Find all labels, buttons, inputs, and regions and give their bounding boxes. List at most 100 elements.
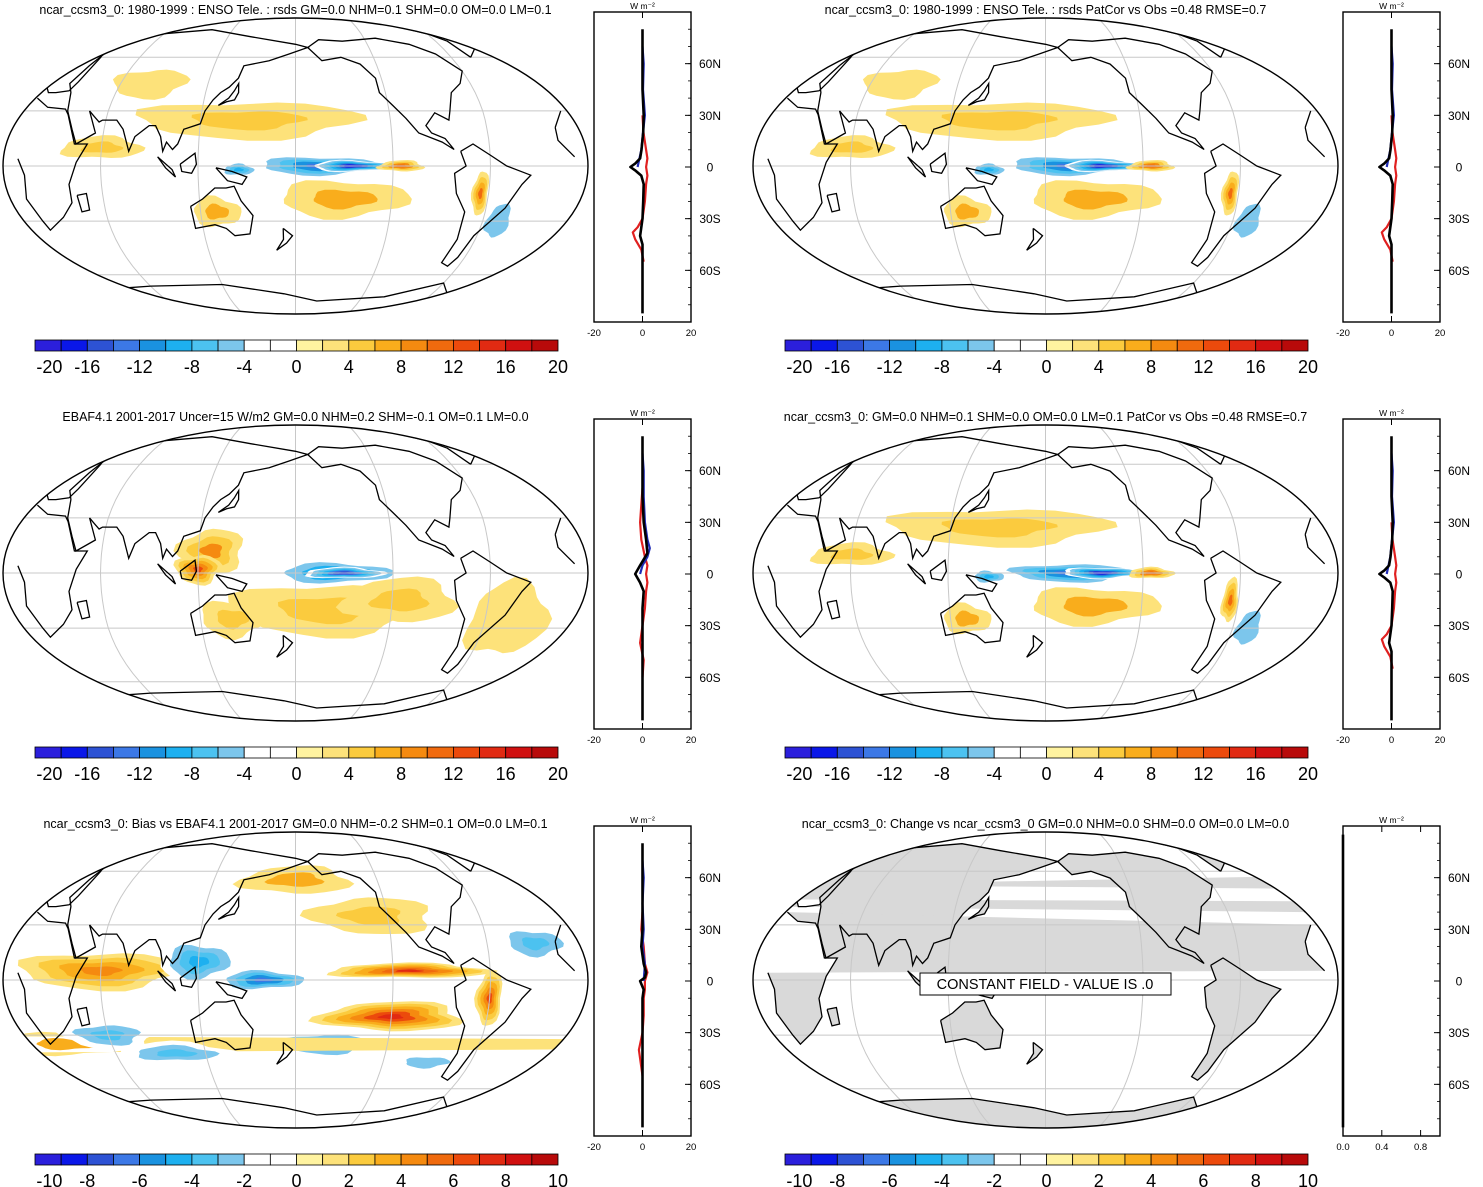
- zonal-xtick-label: 0.8: [1414, 1142, 1427, 1153]
- colorbar-swatch: [863, 339, 891, 352]
- colorbar-swatch: [452, 339, 480, 352]
- zonal-xtick-label: 20: [1435, 735, 1446, 746]
- colorbar-label: -20: [36, 764, 62, 784]
- zonal-lat-label: 30N: [699, 516, 721, 530]
- colorbar-label: -4: [986, 764, 1002, 784]
- colorbar-swatch: [531, 746, 559, 759]
- coastline-japan: [967, 895, 990, 920]
- coastline-samerica: [440, 957, 532, 1081]
- panel-p1: ncar_ccsm3_0: 1980-1999 : ENSO Tele. : r…: [2, 1, 721, 377]
- colorbar-label: 8: [1146, 357, 1156, 377]
- coastline-samerica: [440, 550, 532, 674]
- colorbar-swatch: [452, 1153, 480, 1166]
- coastline-japan: [217, 895, 240, 920]
- colorbar-swatch: [1098, 1153, 1126, 1166]
- colorbar-swatch: [1176, 339, 1204, 352]
- coastline-japan: [217, 488, 240, 513]
- zonal-units: W m⁻²: [1379, 815, 1404, 825]
- zonal-lat-label: 60N: [699, 464, 721, 478]
- coastline-newguinea: [965, 167, 998, 186]
- anomaly-contour: [80, 966, 123, 976]
- anomaly-contour: [364, 510, 419, 535]
- coastline-borneo: [929, 152, 948, 175]
- coastline-sumatra: [907, 156, 927, 178]
- coastline-nz: [276, 227, 294, 251]
- map-border: [752, 831, 1339, 1129]
- coastline-africa: [767, 911, 1326, 1046]
- colorbar-label: 12: [1193, 357, 1213, 377]
- colorbar-swatch: [86, 339, 114, 352]
- map-border: [2, 424, 589, 722]
- zonal-line-all: [1378, 29, 1394, 314]
- colorbar-label: 8: [396, 764, 406, 784]
- colorbar-label: -4: [986, 357, 1002, 377]
- colorbar-label: 0: [291, 357, 301, 377]
- anomaly-contour: [189, 956, 210, 968]
- coastline-australia: [189, 999, 254, 1051]
- zonal-xtick-label: 20: [686, 1142, 697, 1153]
- colorbar-swatch: [479, 746, 507, 759]
- colorbar-swatch: [322, 1153, 350, 1166]
- colorbar-label: 0: [1041, 764, 1051, 784]
- panel-title: ncar_ccsm3_0: Change vs ncar_ccsm3_0 GM=…: [802, 817, 1289, 831]
- colorbar-swatch: [139, 339, 167, 352]
- anomaly-contour: [478, 188, 483, 199]
- colorbar: -10 -8 -6 -4 -2 0 2 4 6 8 10: [34, 1153, 568, 1187]
- coastline-japan: [967, 81, 990, 106]
- gridline-lon: [399, 425, 492, 721]
- colorbar-label: -12: [877, 357, 903, 377]
- coastline-uk: [526, 60, 543, 76]
- colorbar-label: -20: [786, 764, 812, 784]
- colorbar-swatch: [1098, 746, 1126, 759]
- colorbar-swatch: [1229, 339, 1257, 352]
- colorbar-swatch: [86, 746, 114, 759]
- zonal-xtick-label: 20: [686, 328, 697, 339]
- anomaly-contour: [112, 69, 191, 100]
- coastline-newguinea: [215, 574, 248, 593]
- colorbar-swatch: [1229, 746, 1257, 759]
- panel-p6: ncar_ccsm3_0: Change vs ncar_ccsm3_0 GM=…: [752, 815, 1470, 1187]
- colorbar-label: 12: [443, 764, 463, 784]
- coastline-sumatra: [157, 970, 177, 992]
- colorbar-label: 6: [448, 1171, 458, 1187]
- colorbar-label: 0: [291, 1171, 301, 1187]
- coastline-africa: [17, 504, 576, 639]
- zonal-lat-label: 0: [707, 568, 714, 582]
- coastline-uk: [526, 874, 543, 890]
- colorbar-label: -16: [74, 357, 100, 377]
- coastline-uk: [526, 467, 543, 483]
- colorbar-swatch: [915, 1153, 943, 1166]
- colorbar: -10 -8 -6 -4 -2 0 2 4 6 8 10: [784, 1153, 1318, 1187]
- zonal-lat-label: 0: [1456, 975, 1463, 989]
- coastline-namerica: [307, 444, 463, 558]
- map-border: [752, 17, 1339, 315]
- map-border: [2, 17, 589, 315]
- colorbar-label: -2: [236, 1171, 252, 1187]
- colorbar-swatch: [967, 1153, 995, 1166]
- coastline-australia: [189, 185, 254, 237]
- colorbar-swatch: [426, 1153, 454, 1166]
- gridline-lon: [197, 425, 244, 721]
- colorbar-label: 16: [496, 764, 516, 784]
- coastline-newguinea: [215, 167, 248, 186]
- colorbar-swatch: [269, 1153, 297, 1166]
- zonal-lat-label: 60N: [699, 871, 721, 885]
- coastline-sumatra: [157, 156, 177, 178]
- colorbar-swatch: [941, 339, 969, 352]
- gridline-lon: [399, 832, 492, 1128]
- colorbar: -20 -16 -12 -8 -4 0 4 8 12 16 20: [784, 746, 1318, 784]
- colorbar-label: -16: [824, 764, 850, 784]
- colorbar-swatch: [165, 746, 193, 759]
- anomaly-contour: [830, 548, 874, 560]
- colorbar-swatch: [1072, 339, 1100, 352]
- colorbar-label: -20: [36, 357, 62, 377]
- panel-title: ncar_ccsm3_0: 1980-1999 : ENSO Tele. : r…: [39, 3, 551, 17]
- anomaly-contour: [862, 69, 941, 100]
- colorbar-swatch: [889, 746, 917, 759]
- colorbar-swatch: [60, 339, 88, 352]
- panel-p3: EBAF4.1 2001-2017 Uncer=15 W/m2 GM=0.0 N…: [2, 408, 721, 784]
- zonal-lat-label: 30S: [1448, 1026, 1469, 1040]
- map-area: [753, 425, 1338, 721]
- panel-title: ncar_ccsm3_0: 1980-1999 : ENSO Tele. : r…: [825, 3, 1267, 17]
- colorbar-swatch: [915, 746, 943, 759]
